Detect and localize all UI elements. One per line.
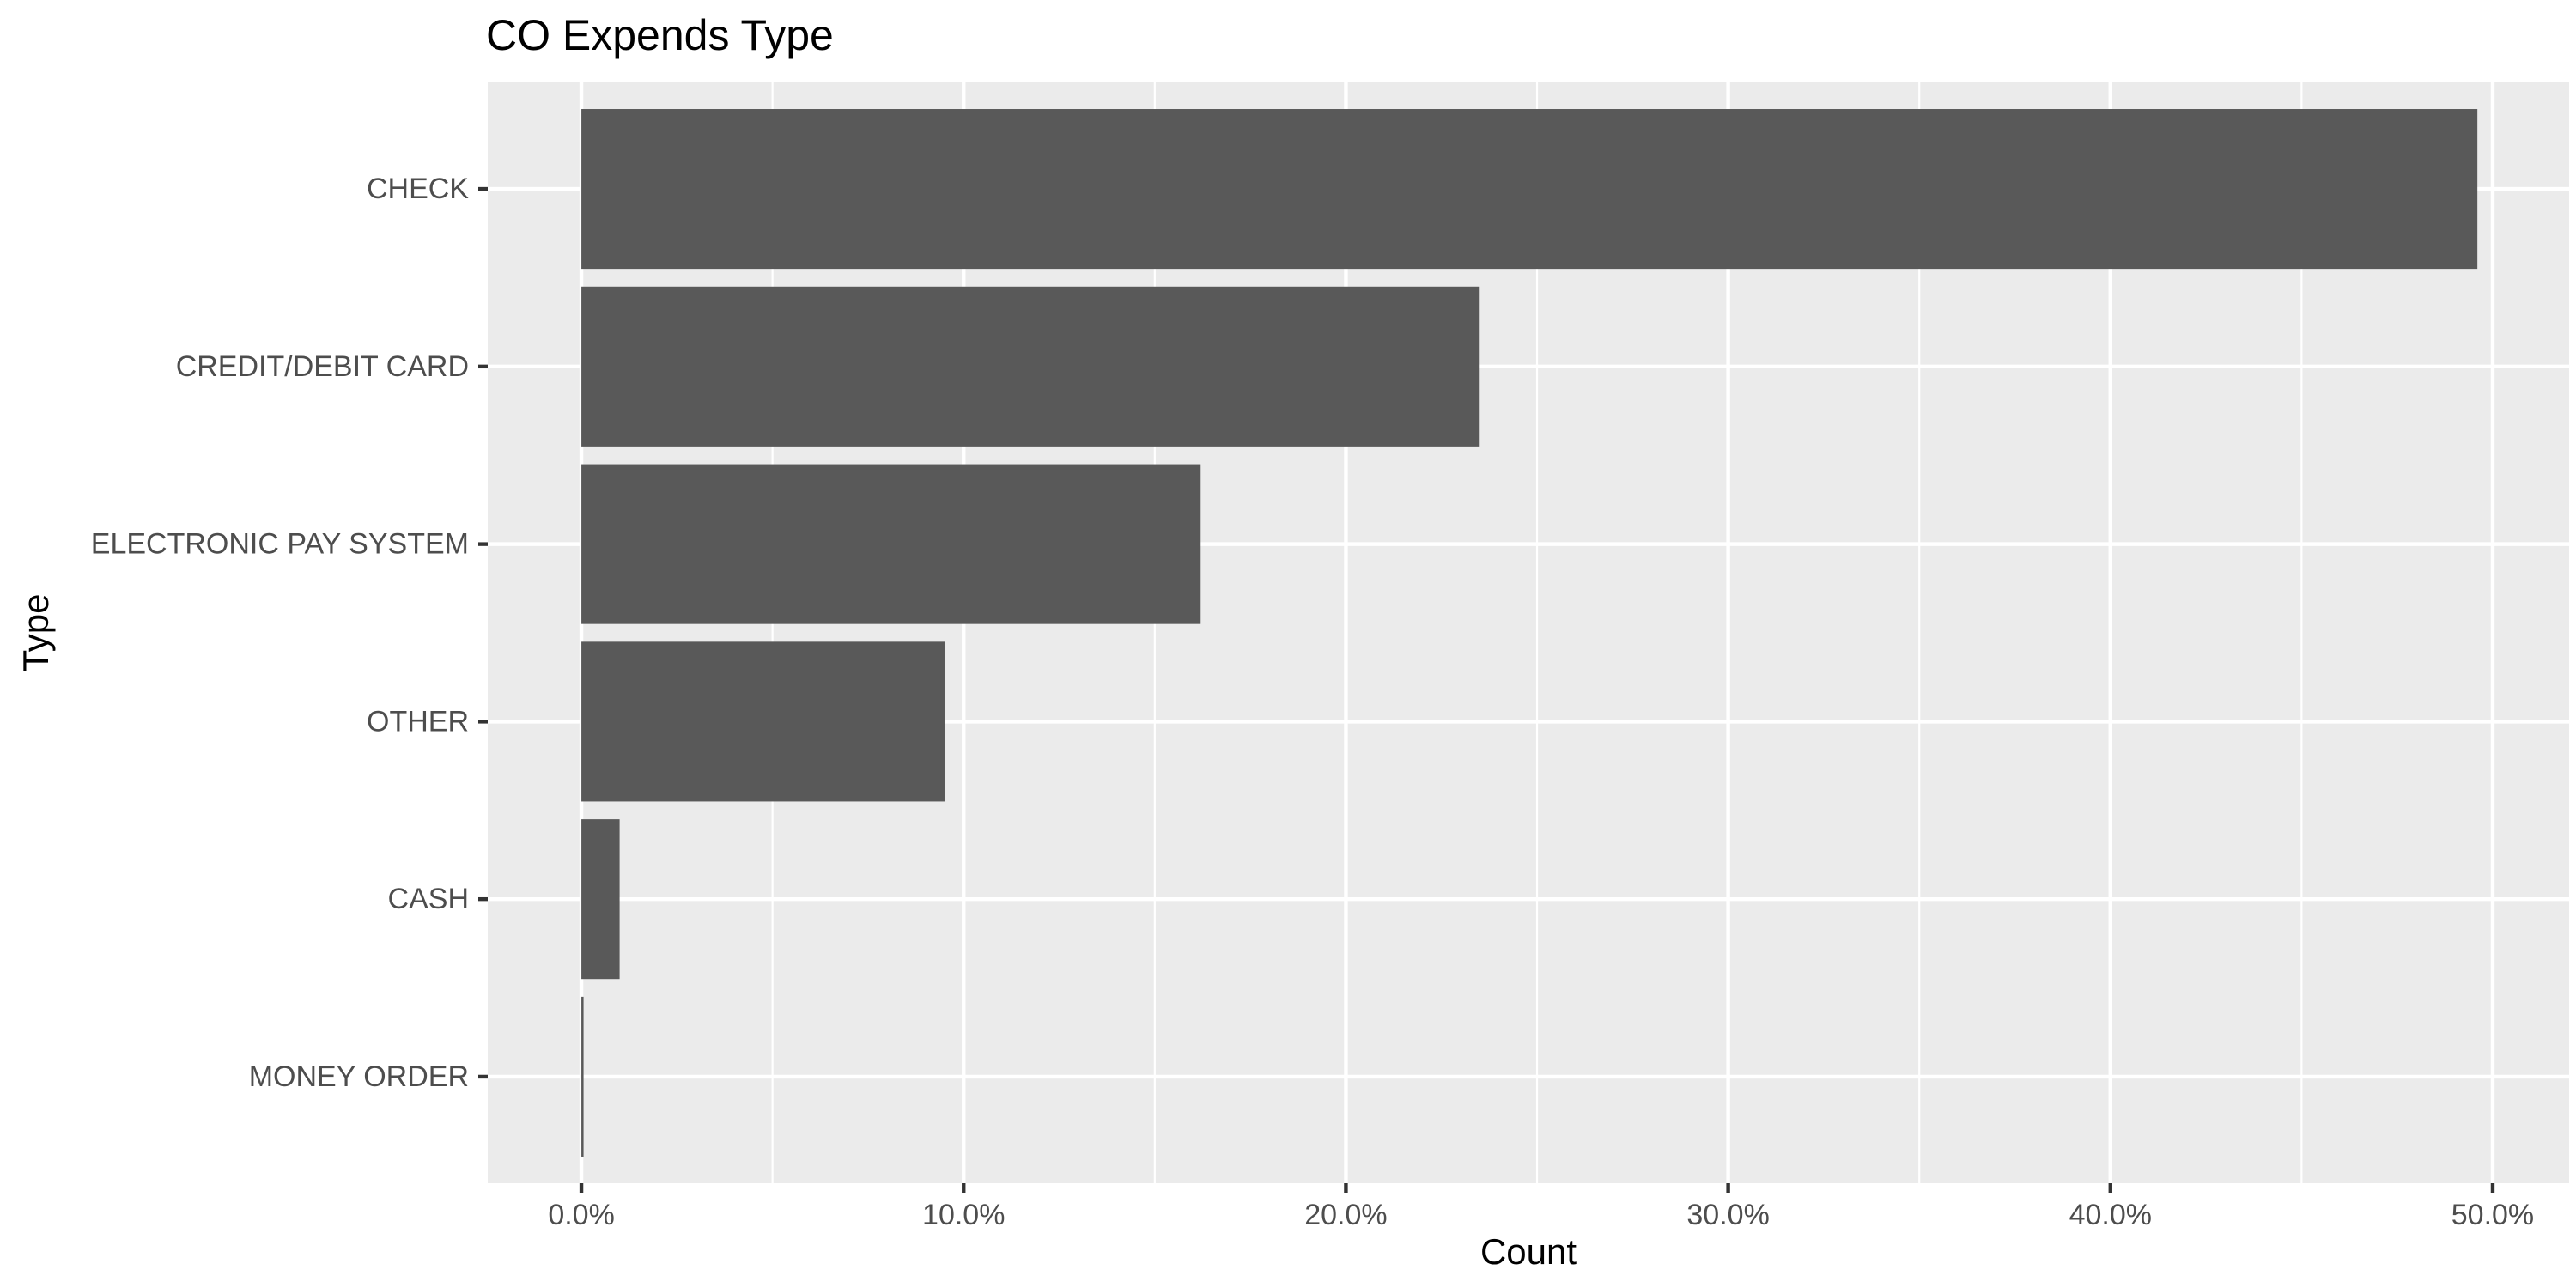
bar <box>581 996 584 1157</box>
x-tick-label: 0.0% <box>548 1199 615 1231</box>
y-tick-label: CHECK <box>367 173 469 205</box>
x-tick-label: 40.0% <box>2069 1199 2152 1231</box>
x-tick-label: 50.0% <box>2451 1199 2534 1231</box>
y-tick-label: MONEY ORDER <box>249 1060 469 1093</box>
y-tick-label: ELECTRONIC PAY SYSTEM <box>91 528 469 561</box>
bar <box>581 819 620 980</box>
bar <box>581 286 1480 447</box>
bar <box>581 641 945 802</box>
x-tick-label: 10.0% <box>922 1199 1005 1231</box>
bar <box>581 109 2478 270</box>
y-tick-label: CREDIT/DEBIT CARD <box>176 350 469 383</box>
y-tick-label: CASH <box>388 883 469 915</box>
x-tick-label: 20.0% <box>1304 1199 1387 1231</box>
bars <box>581 109 2478 1157</box>
x-axis-ticks: 0.0% 10.0% 20.0% 30.0% 40.0% 50.0% <box>548 1183 2534 1231</box>
x-tick-label: 30.0% <box>1686 1199 1769 1231</box>
chart-title: CO Expends Type <box>486 11 834 59</box>
y-axis-title: Type <box>15 593 56 671</box>
bar <box>581 464 1201 624</box>
y-axis-ticks: CHECK CREDIT/DEBIT CARD ELECTRONIC PAY SYS… <box>91 173 488 1093</box>
x-axis-title: Count <box>1480 1231 1577 1272</box>
y-tick-label: OTHER <box>367 705 469 738</box>
